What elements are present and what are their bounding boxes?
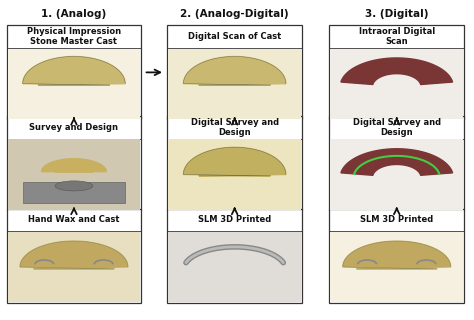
FancyBboxPatch shape bbox=[329, 116, 464, 210]
FancyBboxPatch shape bbox=[23, 182, 125, 203]
Text: Survey and Design: Survey and Design bbox=[29, 123, 118, 132]
Text: 3. (Digital): 3. (Digital) bbox=[365, 9, 428, 19]
FancyBboxPatch shape bbox=[329, 25, 464, 119]
Text: Physical Impression
Stone Master Cast: Physical Impression Stone Master Cast bbox=[27, 27, 121, 46]
FancyBboxPatch shape bbox=[330, 232, 463, 302]
FancyBboxPatch shape bbox=[7, 209, 141, 303]
Text: Hand Wax and Cast: Hand Wax and Cast bbox=[28, 215, 120, 224]
Text: 2. (Analog-Digital): 2. (Analog-Digital) bbox=[180, 9, 289, 19]
Polygon shape bbox=[183, 57, 286, 85]
Text: Digital Survey and
Design: Digital Survey and Design bbox=[191, 118, 279, 137]
Polygon shape bbox=[23, 57, 125, 85]
FancyBboxPatch shape bbox=[330, 140, 463, 210]
Polygon shape bbox=[341, 149, 453, 175]
Text: Intraoral Digital
Scan: Intraoral Digital Scan bbox=[359, 27, 435, 46]
Polygon shape bbox=[341, 58, 453, 84]
Text: Digital Survey and
Design: Digital Survey and Design bbox=[353, 118, 441, 137]
FancyBboxPatch shape bbox=[8, 140, 140, 210]
Text: 1. (Analog): 1. (Analog) bbox=[41, 9, 107, 19]
Polygon shape bbox=[343, 241, 451, 269]
FancyBboxPatch shape bbox=[168, 232, 301, 302]
FancyBboxPatch shape bbox=[168, 49, 301, 119]
Polygon shape bbox=[42, 159, 106, 172]
FancyBboxPatch shape bbox=[168, 140, 301, 210]
FancyBboxPatch shape bbox=[167, 209, 302, 303]
Text: Digital Scan of Cast: Digital Scan of Cast bbox=[188, 32, 281, 41]
FancyBboxPatch shape bbox=[330, 49, 463, 119]
FancyBboxPatch shape bbox=[8, 232, 140, 302]
FancyBboxPatch shape bbox=[167, 25, 302, 119]
Text: SLM 3D Printed: SLM 3D Printed bbox=[198, 215, 271, 224]
Text: SLM 3D Printed: SLM 3D Printed bbox=[360, 215, 433, 224]
Polygon shape bbox=[183, 147, 286, 176]
FancyBboxPatch shape bbox=[329, 209, 464, 303]
Polygon shape bbox=[20, 241, 128, 269]
Ellipse shape bbox=[55, 181, 93, 191]
FancyBboxPatch shape bbox=[7, 25, 141, 119]
FancyBboxPatch shape bbox=[167, 116, 302, 210]
FancyBboxPatch shape bbox=[7, 116, 141, 210]
FancyBboxPatch shape bbox=[8, 49, 140, 119]
